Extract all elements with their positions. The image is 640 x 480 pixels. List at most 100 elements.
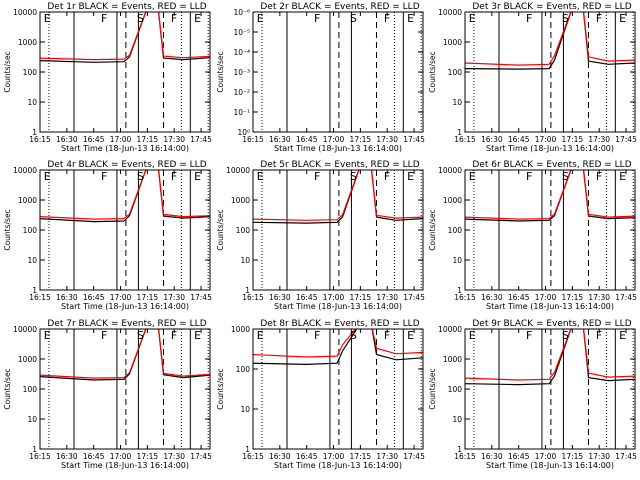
x-tick-label: 16:15 (454, 452, 476, 461)
x-tick-label: 16:30 (56, 135, 78, 144)
x-axis-label: Start Time (18-Jun-13 16:14:00) (61, 144, 189, 153)
x-tick-label: 17:15 (350, 135, 372, 144)
y-axis-label: Counts/sec (3, 51, 12, 92)
y-tick-label: 1 (457, 128, 462, 137)
x-tick-label: 16:15 (454, 135, 476, 144)
segment-marker: F (384, 170, 390, 183)
x-tick-label: 16:30 (269, 135, 291, 144)
x-tick-label: 17:30 (163, 293, 185, 302)
y-tick-label: 10⁰ (237, 128, 250, 137)
y-tick-label: 1 (457, 286, 462, 295)
segment-marker: F (314, 170, 320, 183)
x-tick-label: 17:45 (403, 293, 425, 302)
segment-marker: E (194, 170, 201, 183)
series-line-lld (253, 170, 423, 221)
segment-marker: E (194, 12, 201, 25)
y-axis-label: Counts/sec (216, 368, 225, 409)
y-tick-label: 1 (32, 445, 37, 454)
x-tick-label: 17:00 (323, 293, 345, 302)
x-tick-label: 17:00 (110, 293, 132, 302)
x-tick-label: 17:30 (588, 135, 610, 144)
series-group (40, 12, 210, 63)
x-tick-label: 17:15 (350, 293, 372, 302)
y-axis-label: Counts/sec (216, 51, 225, 92)
series-line-lld (465, 170, 635, 220)
segment-marker: E (194, 329, 201, 342)
segment-marker: E (407, 170, 414, 183)
panel-title: Det 8r BLACK = Events, RED = LLD (260, 319, 419, 329)
x-tick-label: 17:15 (562, 452, 584, 461)
x-tick-label: 16:15 (29, 135, 51, 144)
plot-frame (464, 169, 636, 291)
x-tick-label: 17:45 (403, 452, 425, 461)
x-tick-label: 17:30 (376, 135, 398, 144)
y-axis-label: Counts/sec (428, 51, 437, 92)
series-line-events (465, 329, 635, 386)
segment-marker: F (596, 12, 602, 25)
segment-marker: E (44, 170, 51, 183)
segment-marker: E (44, 12, 51, 25)
y-tick-label: 1 (245, 286, 250, 295)
x-tick-label: 17:30 (376, 293, 398, 302)
panel-title: Det 5r BLACK = Events, RED = LLD (260, 160, 419, 170)
y-tick-label: 10⁻² (233, 88, 250, 97)
x-tick-label: 17:15 (137, 452, 159, 461)
segment-marker: F (171, 329, 177, 342)
y-tick-label: 100 (448, 385, 463, 394)
series-line-lld (253, 329, 423, 358)
segment-marker: F (171, 170, 177, 183)
x-tick-label: 17:30 (376, 452, 398, 461)
x-tick-label: 17:45 (190, 452, 212, 461)
segment-marker: F (384, 329, 390, 342)
y-tick-label: 10⁻⁵ (233, 28, 250, 37)
y-tick-label: 10000 (438, 166, 462, 175)
segment-marker: E (257, 170, 264, 183)
series-line-events (253, 170, 423, 224)
panel-title: Det 2r BLACK = Events, RED = LLD (260, 2, 419, 12)
segment-marker: F (526, 12, 532, 25)
x-tick-label: 17:45 (615, 293, 637, 302)
segment-marker: S (137, 170, 144, 183)
x-tick-label: 16:45 (508, 135, 530, 144)
plot-frame (39, 11, 211, 133)
panel-title: Det 4r BLACK = Events, RED = LLD (47, 160, 206, 170)
x-axis-label: Start Time (18-Jun-13 16:14:00) (486, 302, 614, 311)
segment-marker: E (44, 329, 51, 342)
x-tick-label: 17:45 (615, 452, 637, 461)
segment-marker: F (596, 170, 602, 183)
segment-marker: E (619, 170, 626, 183)
x-tick-label: 17:30 (163, 135, 185, 144)
y-tick-label: 100 (23, 385, 38, 394)
panel-title: Det 9r BLACK = Events, RED = LLD (472, 319, 631, 329)
y-tick-label: 1000 (18, 38, 37, 47)
x-tick-label: 17:00 (110, 135, 132, 144)
segment-marker: S (137, 329, 144, 342)
x-tick-label: 17:00 (535, 452, 557, 461)
y-tick-label: 100 (236, 365, 251, 374)
y-tick-label: 10000 (438, 325, 462, 334)
y-tick-label: 1000 (443, 355, 462, 364)
series-line-events (465, 12, 635, 70)
series-line-lld (465, 12, 635, 66)
x-tick-label: 17:45 (190, 135, 212, 144)
plot-frame (252, 11, 424, 133)
segment-marker: E (257, 329, 264, 342)
y-tick-label: 100 (23, 226, 38, 235)
x-axis-label: Start Time (18-Jun-13 16:14:00) (274, 302, 402, 311)
series-group (40, 329, 210, 381)
segment-marker: S (562, 329, 569, 342)
x-tick-label: 16:45 (296, 452, 318, 461)
x-axis-label: Start Time (18-Jun-13 16:14:00) (274, 144, 402, 153)
y-tick-label: 10000 (13, 8, 37, 17)
y-tick-label: 10000 (13, 166, 37, 175)
x-tick-label: 16:30 (481, 452, 503, 461)
y-tick-label: 100 (448, 226, 463, 235)
y-tick-label: 10 (27, 98, 37, 107)
y-tick-label: 1 (32, 286, 37, 295)
y-tick-label: 1000 (443, 38, 462, 47)
